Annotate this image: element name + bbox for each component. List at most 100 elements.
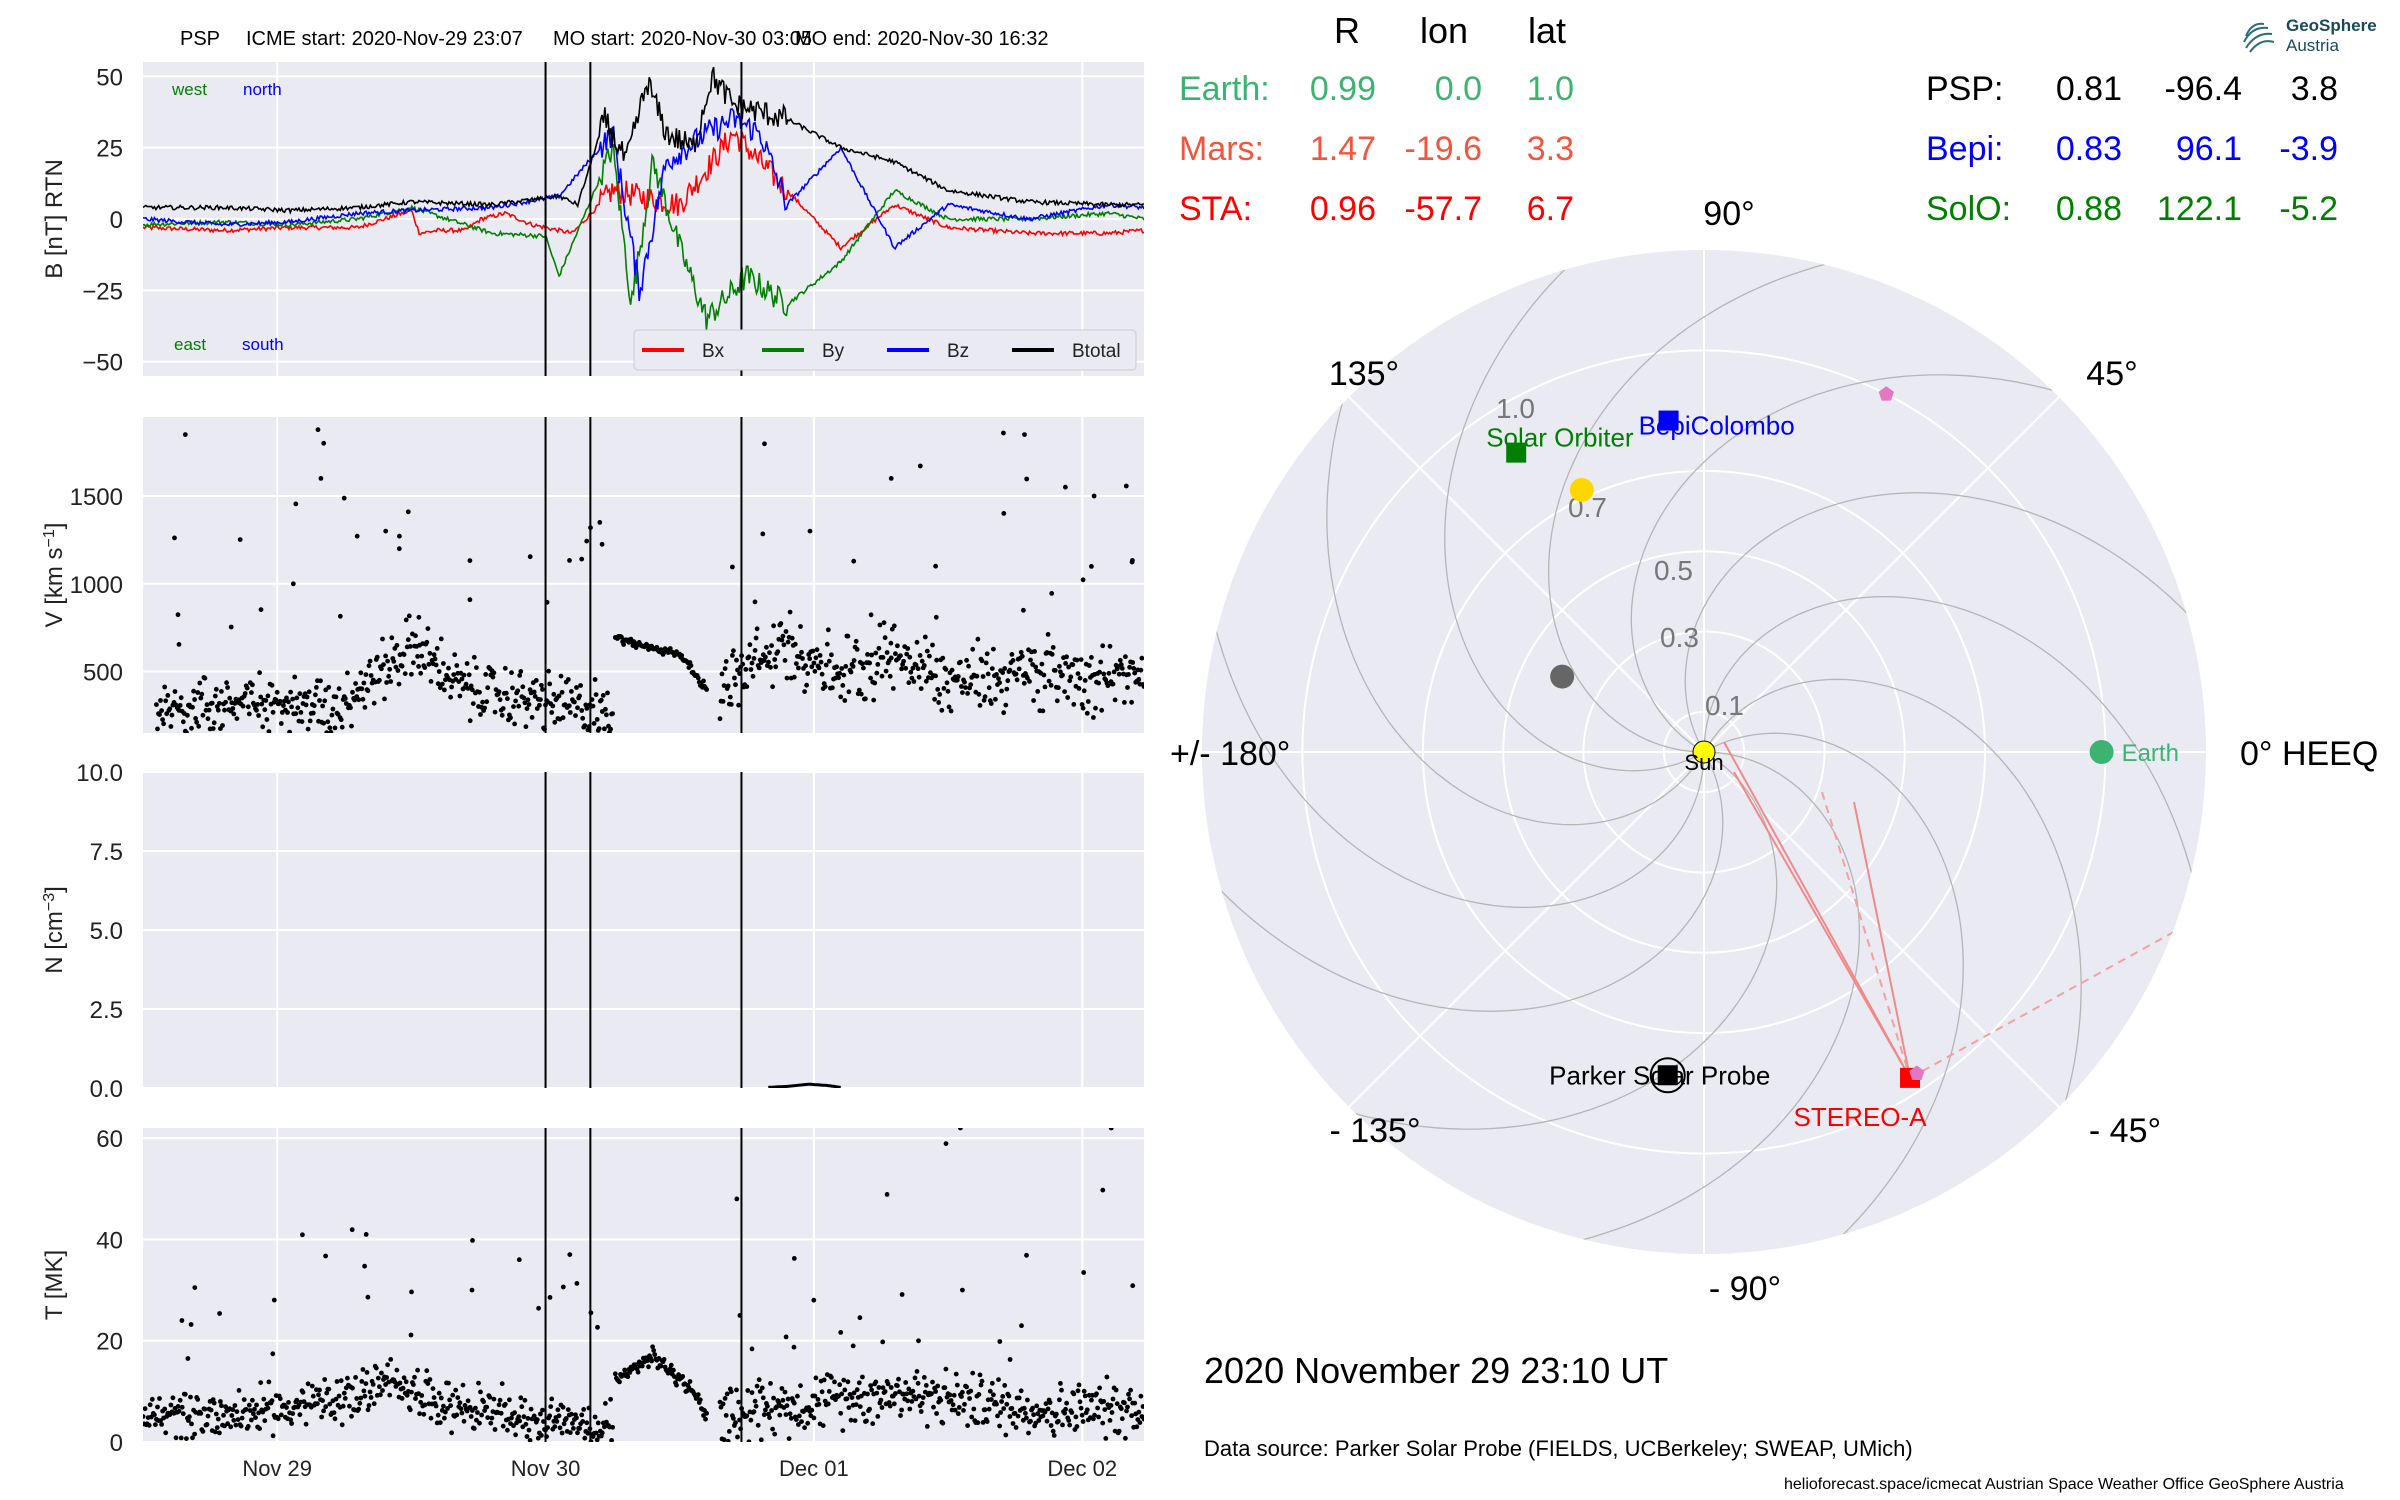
data-point [1016,1395,1022,1401]
panel-magnetic-field: 50 25 0 −25 −50 B [nT] RTN west north east south B… [41,62,1144,377]
data-point [890,686,896,691]
data-point [943,667,949,672]
data-point [603,1401,608,1406]
data-point [180,719,186,725]
data-point [557,1425,563,1431]
data-point [192,1285,198,1290]
data-point [938,1397,944,1403]
data-point [969,1414,975,1420]
data-point [825,1401,831,1407]
data-point [1060,1422,1065,1428]
data-point [800,656,805,661]
data-point [1034,1403,1040,1409]
data-point [286,699,291,705]
data-point [484,699,490,705]
data-point [1042,1409,1048,1415]
data-point [746,1439,752,1442]
data-point [1093,705,1098,711]
data-point [810,648,816,654]
panel-velocity: 1500 1000 500 V [km s−1] [41,417,1144,733]
data-point [917,653,923,658]
data-point [749,660,755,666]
data-point [765,1403,770,1409]
data-point [451,672,457,677]
data-point [1082,678,1088,683]
data-point [168,1402,174,1408]
left-sta-lat: 6.7 [1526,190,1574,228]
fov-line [1733,771,1911,1079]
data-point [871,697,877,703]
data-point [579,1412,585,1418]
data-point [838,1330,844,1335]
data-point [574,685,579,690]
data-point [1089,564,1094,569]
data-point [811,660,817,666]
series-line-by [143,143,1144,331]
data-point [906,680,912,686]
data-point [768,1381,773,1386]
data-point [839,666,845,671]
data-point [974,673,980,679]
data-point [419,653,425,659]
data-point [435,1412,441,1418]
data-point [951,1392,957,1398]
left-mars-name: Mars: [1179,130,1264,168]
data-point [480,699,485,705]
data-point [1100,1187,1106,1193]
data-point [362,1393,368,1399]
right-solo-name: SolO: [1926,190,2012,228]
data-point [1075,671,1081,676]
data-point [230,706,236,711]
data-point [970,646,976,652]
data-point [910,1388,916,1394]
radial-label: 0.5 [1654,555,1693,586]
data-point [536,1305,541,1311]
data-point [548,1404,554,1409]
data-point [177,1397,183,1403]
data-point [314,685,319,690]
data-point [396,546,402,552]
data-point [496,1402,502,1408]
data-point [1006,1393,1012,1399]
geosphere-logo-icon [2243,22,2275,53]
data-point [875,1414,881,1419]
data-point [322,1377,328,1382]
data-point [734,1196,740,1202]
data-point [409,671,414,677]
data-point [843,664,849,669]
data-point [499,712,505,718]
data-point [366,1403,372,1408]
data-point [1079,702,1085,707]
data-point [539,682,544,688]
data-point [968,682,974,688]
data-point [1030,1405,1035,1411]
data-point [915,666,921,672]
data-point [635,1369,641,1375]
data-point [374,654,380,660]
sun-label: Sun [1684,750,1723,775]
data-point [367,658,373,664]
data-point [772,657,778,662]
parker-solar-probe-marker [1657,1065,1678,1086]
data-point [1130,558,1135,563]
data-point [238,1423,244,1429]
data-point [575,1430,580,1436]
data-point [479,1412,484,1418]
data-point [704,1410,709,1416]
data-point [469,687,475,693]
data-point [802,689,807,694]
data-point [836,675,841,681]
data-point [879,1405,885,1410]
data-point [505,1427,510,1433]
data-point [996,676,1001,681]
data-point [509,670,514,676]
data-point [185,1356,191,1361]
data-point [246,711,252,717]
data-point [780,633,786,639]
data-point [1111,669,1117,675]
data-point [930,1379,935,1385]
data-point [407,1407,413,1413]
data-point [217,1311,223,1316]
data-point [1024,1415,1029,1421]
data-point [266,1379,272,1385]
